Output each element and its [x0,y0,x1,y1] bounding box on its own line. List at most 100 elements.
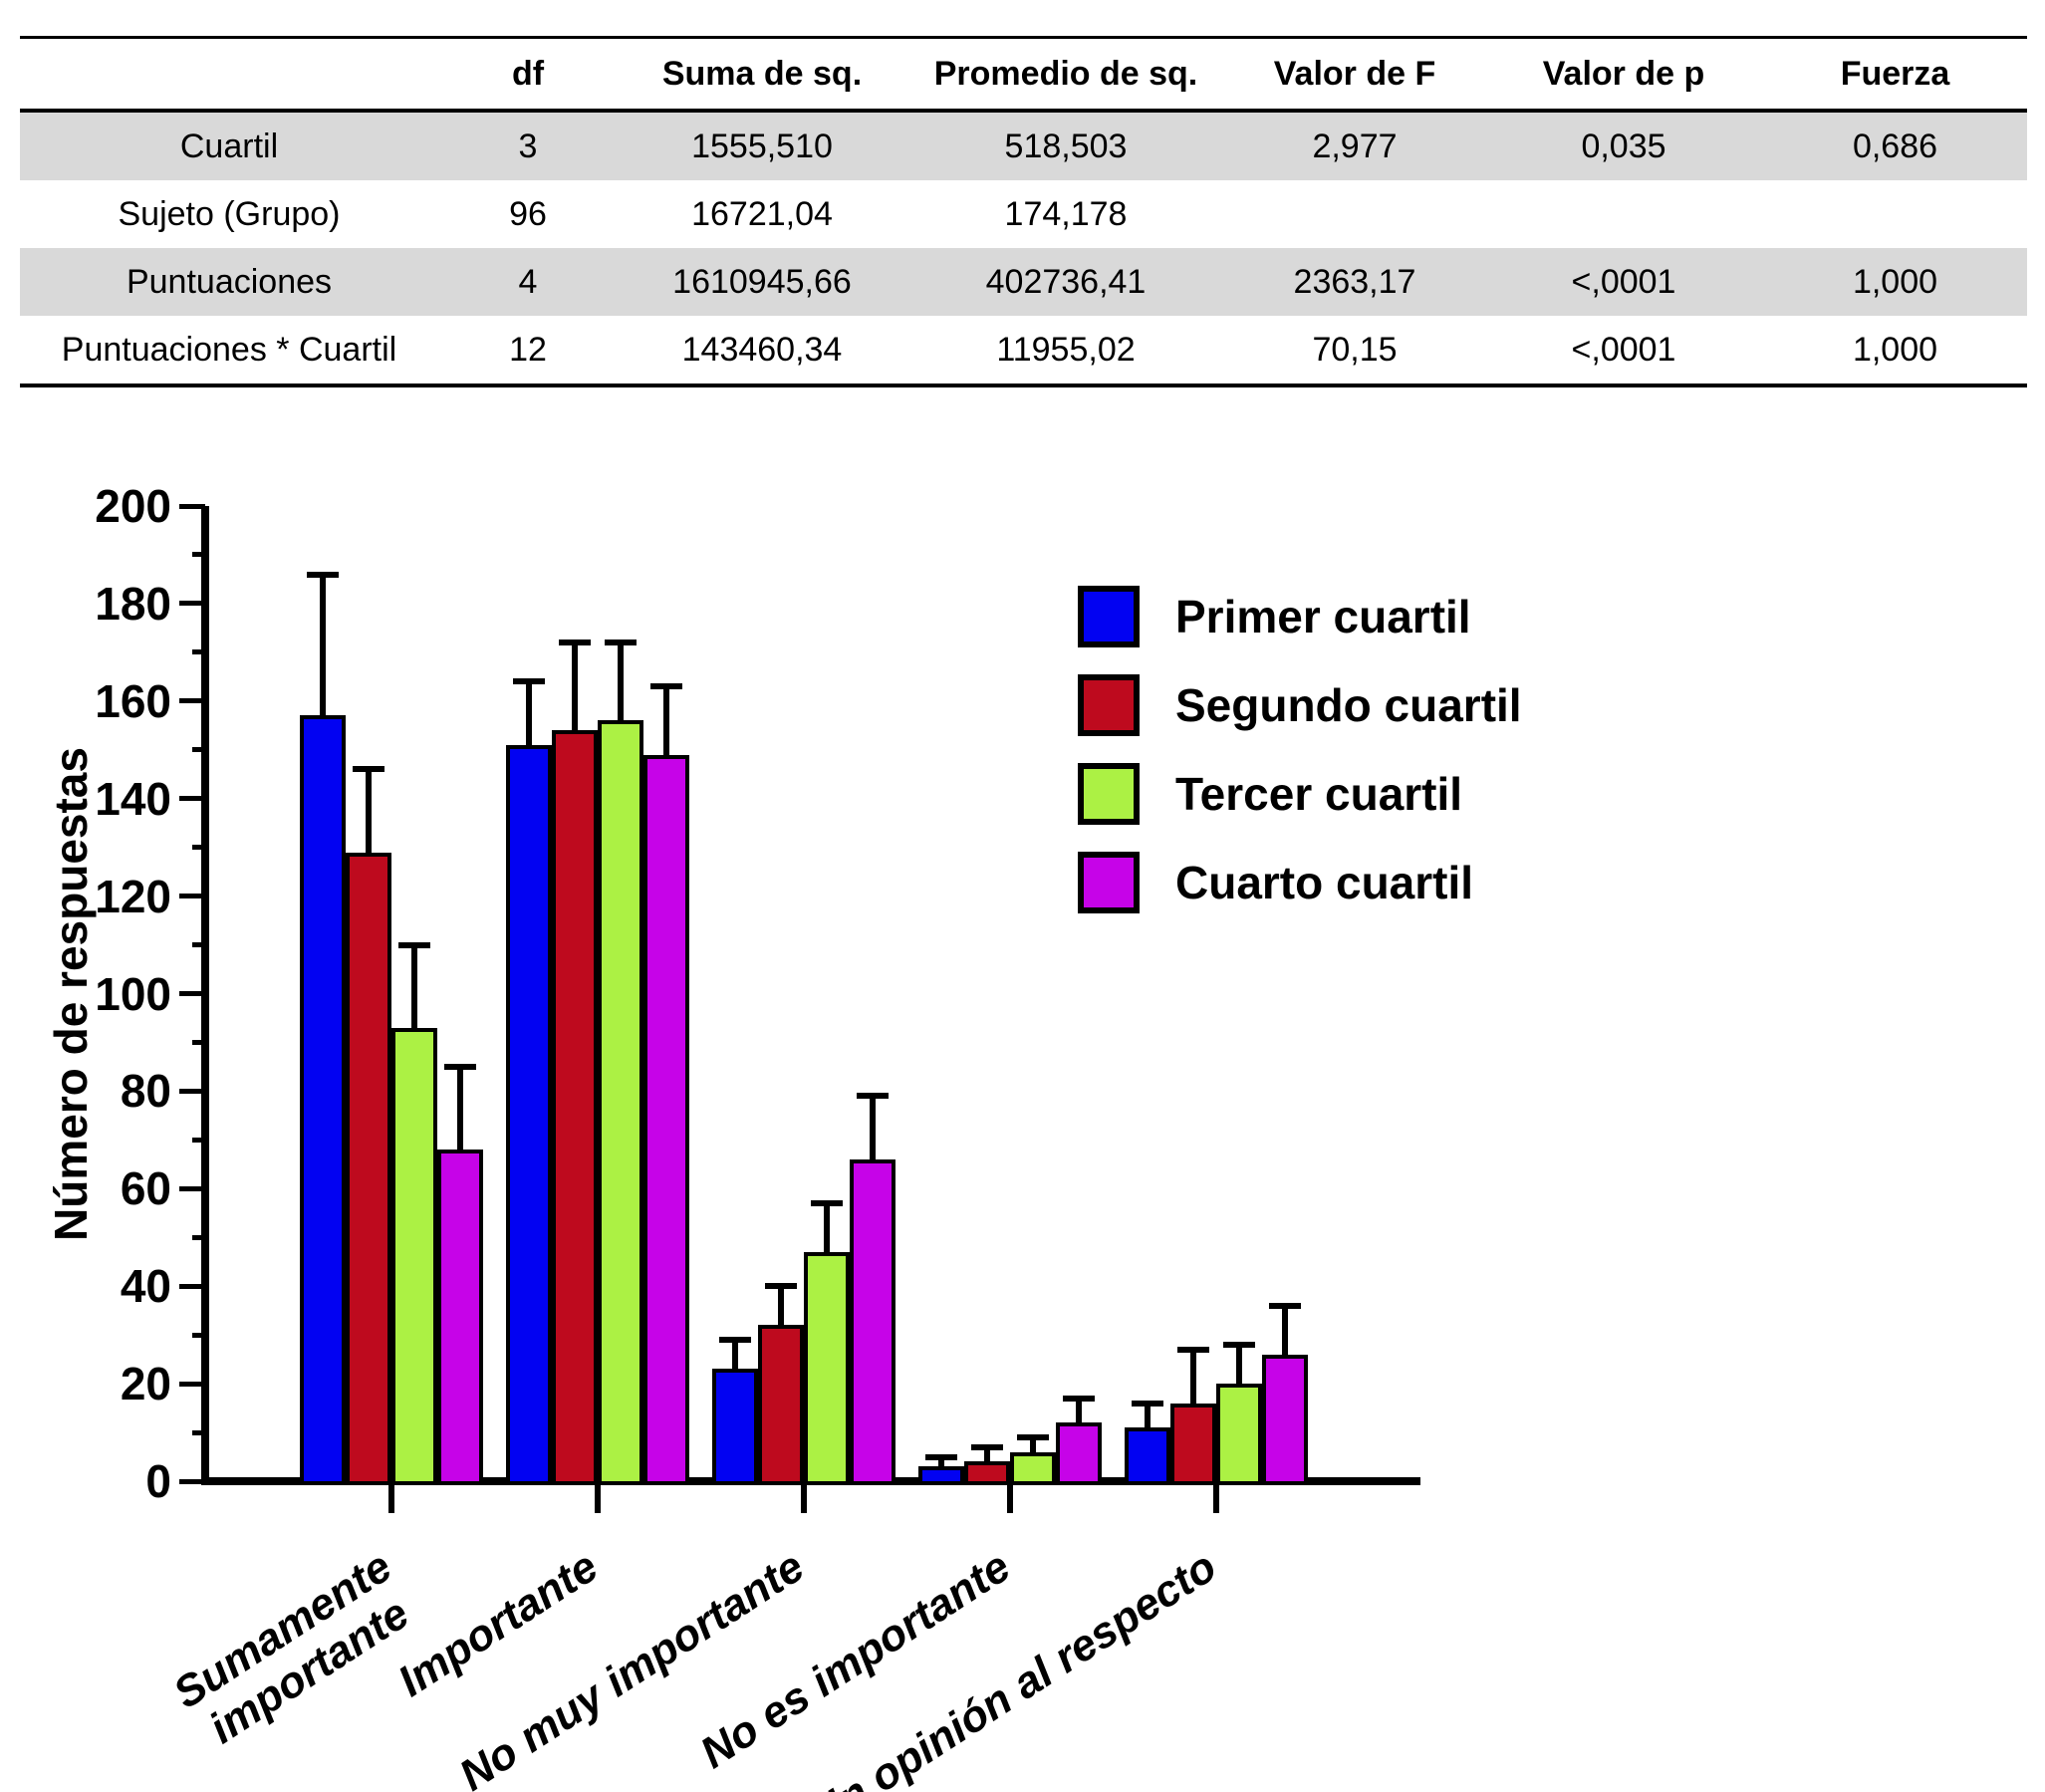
error-bar-whisker [938,1456,944,1473]
table-cell: <,0001 [1571,330,1676,369]
column-header: Valor de F [1225,37,1484,113]
y-tick-label: 200 [95,480,171,532]
error-bar-whisker [870,1096,876,1165]
y-major-tick [179,601,205,607]
legend-swatch [1078,852,1140,913]
bar [391,1027,437,1485]
error-bar-whisker [457,1066,463,1156]
y-major-tick [179,1478,205,1484]
row-label: Puntuaciones * Cuartil [61,330,397,369]
bar [758,1325,804,1485]
error-bar-cap [811,1199,843,1206]
error-bar-whisker [732,1340,738,1376]
table-cell: 1610945,66 [672,262,852,301]
y-minor-tick [192,1429,205,1435]
table-cell: 12 [509,330,547,369]
legend: Primer cuartil Segundo cuartil Tercer cuar… [1078,586,1522,940]
error-bar-cap [605,640,637,646]
table-cell: 11955,02 [996,330,1136,369]
bar [804,1251,850,1485]
x-category-label: Sumamente importante [164,1542,418,1754]
error-bar-whisker [778,1286,784,1332]
error-bar-whisker [320,574,326,722]
column-header: Promedio de sq. [906,37,1225,113]
bar [1125,1427,1170,1485]
error-bar-whisker [984,1446,990,1468]
legend-label: Primer cuartil [1175,591,1471,642]
y-major-tick [179,1088,205,1094]
row-label: Cuartil [179,127,279,165]
y-tick-label: 180 [95,577,171,630]
bar [346,852,391,1485]
y-major-tick [179,698,205,704]
error-bar-cap [1063,1395,1095,1402]
y-major-tick [179,894,205,899]
table-row: Cuartil 3 1555,510 518,503 2,977 0,035 0,686 [20,111,2027,180]
error-bar-cap [925,1453,957,1460]
y-minor-tick [192,649,205,655]
y-minor-tick [192,1137,205,1143]
table-cell: 96 [509,194,547,233]
legend-swatch [1078,586,1140,647]
table-cell: 402736,41 [985,262,1147,301]
bar [506,744,552,1485]
error-bar-whisker [1190,1349,1196,1409]
row-label: Sujeto (Grupo) [118,194,341,233]
y-minor-tick [192,747,205,753]
y-tick-label: 140 [95,772,171,825]
error-bar-whisker [1030,1436,1036,1458]
bar [437,1150,483,1485]
y-major-tick [179,991,205,996]
error-bar-cap [1017,1433,1049,1440]
y-tick-label: 60 [120,1162,171,1215]
x-category-label: No muy importante [450,1542,813,1792]
table-cell: 518,503 [1004,127,1128,165]
bar [598,720,643,1485]
error-bar-cap [971,1443,1003,1450]
legend-swatch [1078,674,1140,736]
error-bar-cap [353,766,384,773]
y-major-tick [179,1283,205,1289]
y-tick-label: 160 [95,674,171,727]
bar [300,715,346,1485]
bar [850,1158,895,1485]
error-bar-cap [559,640,591,646]
column-header: Valor de p [1484,37,1763,113]
error-bar-cap [398,941,430,948]
table-cell: 1,000 [1852,330,1938,369]
bar [643,754,689,1485]
error-bar-whisker [1145,1403,1150,1434]
error-bar-whisker [1076,1398,1082,1429]
error-bar-cap [1223,1341,1255,1348]
error-bar-cap [650,683,682,690]
table-header-row: df Suma de sq. Promedio de sq. Valor de F Va… [20,37,2027,113]
bar [1216,1384,1262,1485]
y-minor-tick [192,845,205,851]
error-bar-whisker [663,686,669,761]
bar [918,1466,964,1485]
error-bar-cap [1269,1302,1301,1309]
table-cell: 3 [518,127,538,165]
table-cell: 1555,510 [691,127,833,165]
table-cell: 2363,17 [1293,262,1416,301]
error-bar-cap [719,1337,751,1344]
bar [1170,1403,1216,1485]
legend-label: Tercer cuartil [1175,768,1463,820]
bar [552,730,598,1485]
y-major-tick [179,503,205,509]
error-bar-whisker [1282,1305,1288,1361]
column-header [20,37,438,113]
table-cell: 143460,34 [681,330,843,369]
error-bar-cap [444,1063,476,1070]
y-tick-label: 80 [120,1065,171,1118]
table-row: Puntuaciones 4 1610945,66 402736,41 2363,17 <… [20,248,2027,316]
column-header: df [438,37,618,113]
table-cell: 0,686 [1852,127,1938,165]
anova-table-body: Cuartil 3 1555,510 518,503 2,977 0,035 0,686 Su… [20,111,2027,385]
error-bar-cap [513,678,545,685]
y-major-tick [179,1381,205,1387]
row-label: Puntuaciones [126,262,333,301]
legend-entry: Segundo cuartil [1078,674,1522,736]
y-major-tick [179,1185,205,1191]
